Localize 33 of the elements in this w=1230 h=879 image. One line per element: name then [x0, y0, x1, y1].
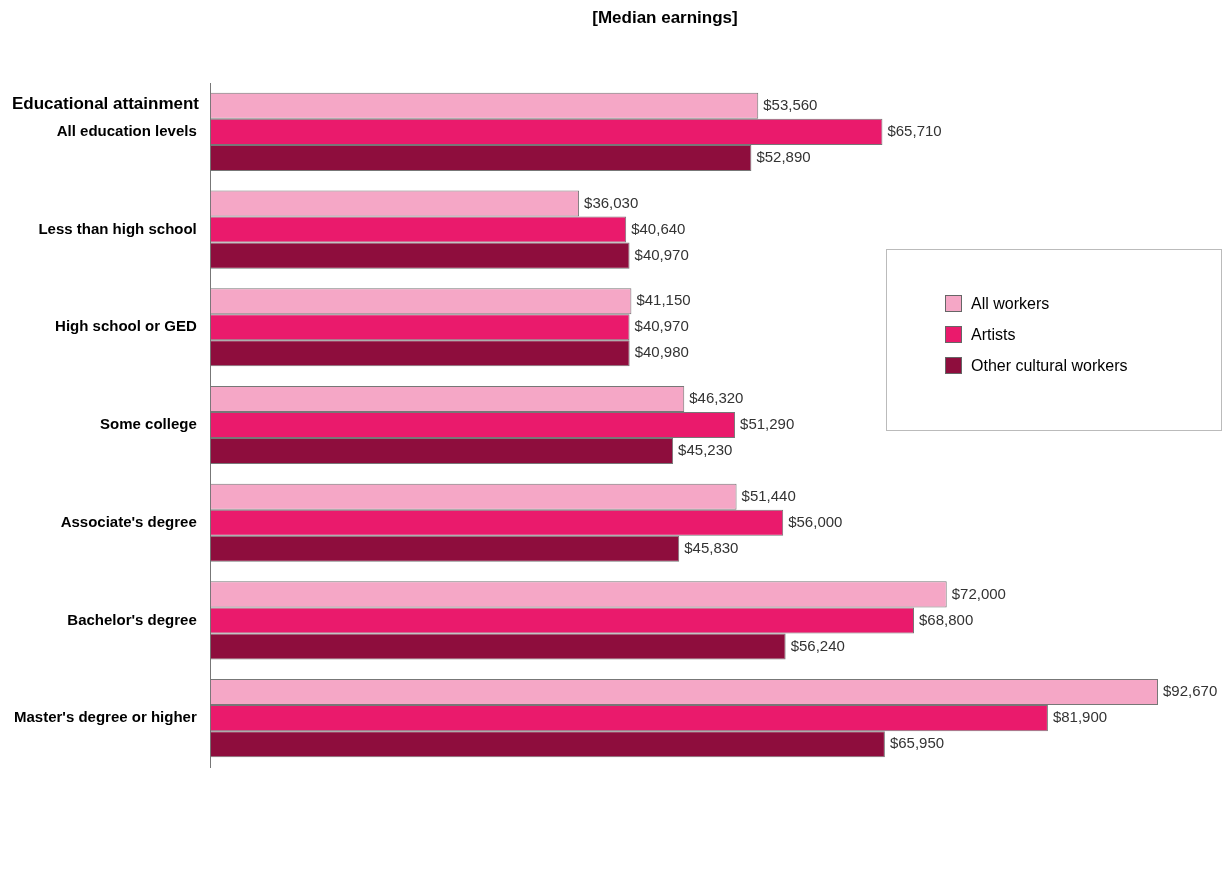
data-label: $46,320 — [689, 389, 744, 407]
data-label: $92,670 — [1163, 682, 1218, 700]
data-label: $56,240 — [790, 636, 845, 654]
data-label: $45,230 — [678, 441, 733, 459]
chart-title: [Median earnings] — [591, 8, 739, 28]
data-label: $45,830 — [684, 538, 739, 556]
data-label: $40,970 — [634, 317, 689, 335]
y-tick-label: Master's degree or higher — [13, 708, 197, 726]
data-label: $72,000 — [951, 584, 1006, 602]
data-label: $40,970 — [634, 245, 689, 263]
legend-label: Other cultural workers — [971, 356, 1128, 375]
data-label: $40,640 — [631, 219, 686, 237]
y-tick-label: Less than high school — [38, 219, 197, 237]
legend-label: All workers — [971, 294, 1050, 313]
y-tick-label: Associate's degree — [60, 512, 197, 530]
y-tick-label: Bachelor's degree — [67, 610, 197, 628]
data-label: $40,980 — [634, 343, 689, 361]
data-label: $65,710 — [887, 122, 942, 139]
data-label: $36,030 — [584, 193, 639, 211]
data-label: $41,150 — [636, 291, 691, 309]
y-tick-label: High school or GED — [55, 317, 197, 335]
data-label: $68,800 — [919, 610, 974, 628]
data-label: $51,290 — [740, 415, 795, 433]
y-tick-label: All education levels — [56, 122, 197, 139]
data-label: $56,000 — [788, 512, 843, 530]
data-label: $81,900 — [1052, 708, 1108, 726]
data-label: $53,560 — [763, 95, 818, 113]
data-label: $65,950 — [889, 734, 945, 752]
y-tick-label: Some college — [100, 415, 197, 433]
y-axis-title: Educational attainment — [12, 94, 200, 114]
data-label: $51,440 — [741, 486, 796, 504]
data-label: $52,890 — [756, 148, 811, 166]
legend-label: Artists — [971, 325, 1016, 344]
